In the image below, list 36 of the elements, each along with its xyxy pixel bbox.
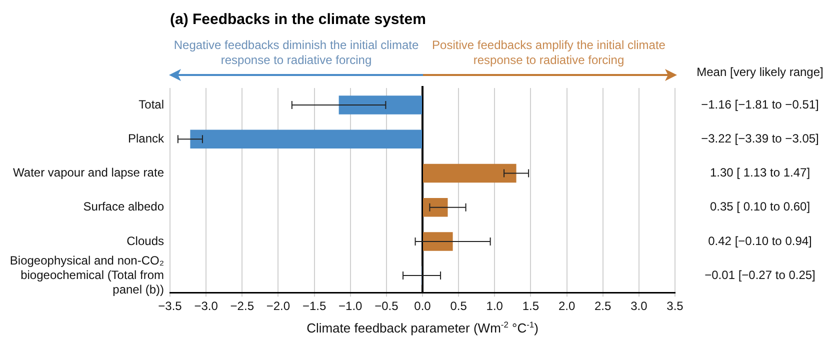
y-tick-label: Water vapour and lapse rate xyxy=(13,166,164,180)
chart-title: (a) Feedbacks in the climate system xyxy=(170,11,426,28)
x-tick-label: −1.5 xyxy=(302,299,326,314)
text: 0.42 [−0.10 to 0.94] xyxy=(708,234,812,248)
text: −0.01 [−0.27 to 0.25] xyxy=(704,268,816,282)
x-tick-label: 1.0 xyxy=(486,299,504,314)
text: Positive feedbacks amplify the initial climate response to radiative forcing xyxy=(432,38,666,67)
text: 1.30 [ 1.13 to 1.47] xyxy=(710,166,810,180)
bar xyxy=(338,96,422,114)
x-tick-label: −3.5 xyxy=(158,299,182,314)
x-tick-label: 1.5 xyxy=(522,299,540,314)
x-tick-label: −3.0 xyxy=(194,299,218,314)
x-tick-label: 3.0 xyxy=(630,299,648,314)
text: −3.22 [−3.39 to −3.05] xyxy=(701,131,819,146)
text: −1.16 [−1.81 to −0.51] xyxy=(701,97,819,112)
x-tick-label: −2.5 xyxy=(230,299,254,314)
y-tick-label: Biogeophysical and non-CO₂ biogeochemical (Total from panel (b)) xyxy=(10,253,164,296)
y-tick-label: Total xyxy=(138,97,164,112)
x-tick-label: −2.0 xyxy=(266,299,290,314)
x-tick-label: −1.0 xyxy=(338,299,363,314)
text: Negative feedbacks diminish the initial climate response to radiative forcing xyxy=(174,38,419,67)
x-tick-label: −0.5 xyxy=(374,299,399,314)
y-tick-label: Surface albedo xyxy=(83,200,164,214)
bar xyxy=(423,232,453,251)
y-tick-label: Clouds xyxy=(126,234,164,248)
text: Mean [very likely range] xyxy=(696,65,824,79)
x-tick-label: 2.5 xyxy=(594,299,612,314)
bar xyxy=(423,198,448,217)
x-tick-label: 0.0 xyxy=(414,299,432,314)
y-tick-label: Planck xyxy=(128,131,165,146)
x-tick-label: 0.5 xyxy=(450,299,468,314)
bar xyxy=(423,164,516,183)
bar xyxy=(190,130,422,149)
x-tick-label: 2.0 xyxy=(558,299,576,314)
text: 0.35 [ 0.10 to 0.60] xyxy=(710,200,810,214)
x-tick-label: 3.5 xyxy=(666,299,684,314)
